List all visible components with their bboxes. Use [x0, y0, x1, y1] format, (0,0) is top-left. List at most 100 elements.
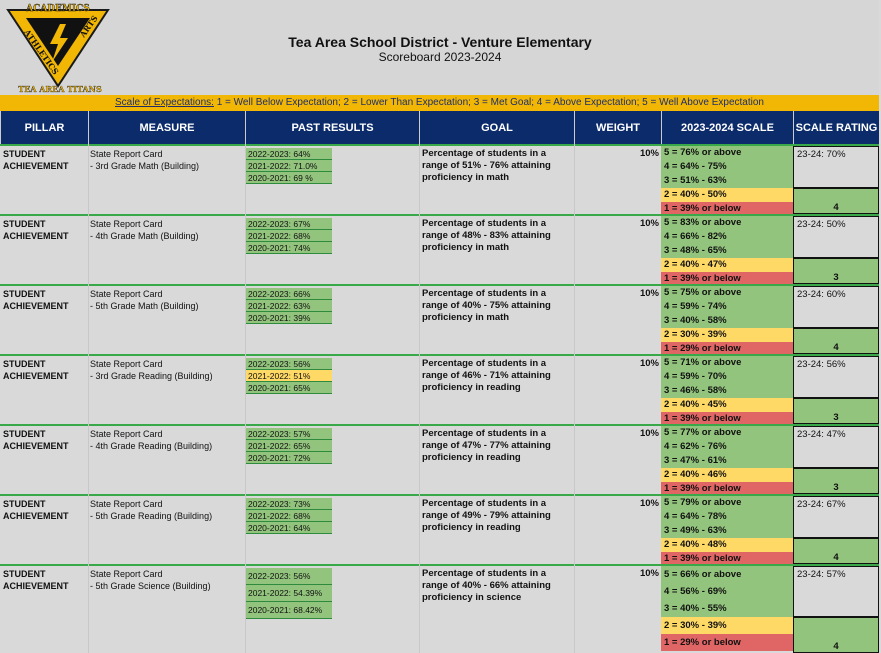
scale-level: 2 = 30% - 39%: [661, 617, 793, 634]
table-row: STUDENT ACHIEVEMENT State Report Card - 4th…: [0, 214, 879, 286]
measure-text: - 4th Grade Reading (Building): [90, 441, 213, 451]
weight-value: 10%: [639, 218, 659, 229]
header-area: ACADEMICS ATHLETICS ARTS TEA AREA TITANS…: [0, 0, 879, 95]
scale-result: 23-24: 50%: [793, 216, 879, 258]
table-row: STUDENT ACHIEVEMENT State Report Card - 5th…: [0, 284, 879, 356]
school-logo: ACADEMICS ATHLETICS ARTS TEA AREA TITANS: [6, 4, 110, 94]
pillar-text: ACHIEVEMENT: [3, 581, 69, 591]
col-scale: 2023-2024 SCALE: [661, 111, 793, 144]
scale-level: 3 = 40% - 58%: [661, 314, 793, 328]
scale-text: 1 = Well Below Expectation; 2 = Lower Th…: [213, 97, 764, 108]
scale-level: 5 = 66% or above: [661, 566, 793, 583]
measure-text: - 4th Grade Math (Building): [90, 231, 199, 241]
weight-value: 10%: [639, 288, 659, 299]
scale-level: 2 = 40% - 48%: [661, 538, 793, 552]
scale-level: 3 = 49% - 63%: [661, 524, 793, 538]
pillar-cell: STUDENT ACHIEVEMENT: [3, 148, 69, 172]
scale-level: 5 = 75% or above: [661, 286, 793, 300]
pillar-text: ACHIEVEMENT: [3, 301, 69, 311]
past-result: 2020-2021: 39%: [245, 312, 332, 324]
pillar-text: ACHIEVEMENT: [3, 371, 69, 381]
measure-text: - 5th Grade Reading (Building): [90, 511, 213, 521]
table-row: STUDENT ACHIEVEMENT State Report Card - 5th…: [0, 564, 879, 653]
measure-text: State Report Card: [90, 149, 163, 159]
pillar-cell: STUDENT ACHIEVEMENT: [3, 358, 69, 382]
measure-text: - 5th Grade Science (Building): [90, 581, 211, 591]
pillar-text: ACHIEVEMENT: [3, 161, 69, 171]
measure-text: State Report Card: [90, 499, 163, 509]
measure-cell: State Report Card - 5th Grade Math (Build…: [90, 288, 199, 312]
pillar-text: ACHIEVEMENT: [3, 231, 69, 241]
pillar-text: STUDENT: [3, 219, 46, 229]
past-result: 2021-2022: 65%: [245, 440, 332, 452]
scale-rating: 4: [793, 538, 879, 564]
scale-level: 2 = 40% - 45%: [661, 398, 793, 412]
scale-level: 2 = 40% - 46%: [661, 468, 793, 482]
scale-rating: 4: [793, 617, 879, 653]
scale-level: 4 = 56% - 69%: [661, 583, 793, 600]
scale-result: 23-24: 67%: [793, 496, 879, 538]
goal-text: Percentage of students in a range of 40%…: [422, 568, 551, 603]
past-result: 2022-2023: 57%: [245, 428, 332, 440]
pillar-text: STUDENT: [3, 149, 46, 159]
past-result: 2021-2022: 51%: [245, 370, 332, 382]
table-row: STUDENT ACHIEVEMENT State Report Card - 3rd…: [0, 354, 879, 426]
pillar-text: STUDENT: [3, 429, 46, 439]
measure-cell: State Report Card - 5th Grade Reading (Bu…: [90, 498, 212, 522]
scale-level: 1 = 39% or below: [661, 272, 793, 286]
divider: [419, 144, 420, 653]
past-result: 2020-2021: 65%: [245, 382, 332, 394]
past-result: 2021-2022: 71.0%: [245, 160, 332, 172]
scale-level: 3 = 47% - 61%: [661, 454, 793, 468]
page-title: Tea Area School District - Venture Eleme…: [288, 34, 592, 50]
scale-level: 2 = 30% - 39%: [661, 328, 793, 342]
weight-value: 10%: [639, 428, 659, 439]
scale-level: 5 = 77% or above: [661, 426, 793, 440]
col-pillar: PILLAR: [0, 111, 88, 144]
table-row: STUDENT ACHIEVEMENT State Report Card - 4th…: [0, 424, 879, 496]
scale-level: 4 = 64% - 78%: [661, 510, 793, 524]
table-row: STUDENT ACHIEVEMENT State Report Card - 3rd…: [0, 144, 879, 216]
scale-rating: 4: [793, 328, 879, 354]
col-goal: GOAL: [419, 111, 574, 144]
scale-level: 4 = 64% - 75%: [661, 160, 793, 174]
past-result: 2022-2023: 66%: [245, 288, 332, 300]
measure-cell: State Report Card - 4th Grade Reading (Bu…: [90, 428, 212, 452]
scale-result: 23-24: 56%: [793, 356, 879, 398]
scale-level: 4 = 62% - 76%: [661, 440, 793, 454]
measure-text: State Report Card: [90, 429, 163, 439]
past-result: 2020-2021: 68.42%: [245, 602, 332, 619]
past-result: 2021-2022: 68%: [245, 510, 332, 522]
scale-rating: 3: [793, 468, 879, 494]
scale-rating: 3: [793, 258, 879, 284]
past-result: 2021-2022: 63%: [245, 300, 332, 312]
scale-level: 5 = 76% or above: [661, 146, 793, 160]
past-result: 2022-2023: 64%: [245, 148, 332, 160]
pillar-cell: STUDENT ACHIEVEMENT: [3, 218, 69, 242]
col-measure: MEASURE: [88, 111, 245, 144]
scale-level: 1 = 39% or below: [661, 202, 793, 216]
scale-level: 3 = 48% - 65%: [661, 244, 793, 258]
logo-bottom-text: TEA AREA TITANS: [18, 84, 102, 94]
pillar-cell: STUDENT ACHIEVEMENT: [3, 498, 69, 522]
scale-level: 4 = 59% - 70%: [661, 370, 793, 384]
divider: [245, 144, 246, 653]
scale-level: 5 = 83% or above: [661, 216, 793, 230]
scale-level: 1 = 29% or below: [661, 342, 793, 356]
scale-result: 23-24: 57%: [793, 566, 879, 617]
scale-rating: 3: [793, 398, 879, 424]
scale-result: 23-24: 60%: [793, 286, 879, 328]
pillar-cell: STUDENT ACHIEVEMENT: [3, 568, 69, 592]
measure-text: State Report Card: [90, 289, 163, 299]
scale-level: 5 = 79% or above: [661, 496, 793, 510]
scale-level: 5 = 71% or above: [661, 356, 793, 370]
past-result: 2021-2022: 54.39%: [245, 585, 332, 602]
pillar-text: ACHIEVEMENT: [3, 511, 69, 521]
past-result: 2022-2023: 56%: [245, 568, 332, 585]
past-result: 2022-2023: 56%: [245, 358, 332, 370]
weight-value: 10%: [639, 148, 659, 159]
scale-level: 1 = 39% or below: [661, 482, 793, 496]
pillar-text: STUDENT: [3, 289, 46, 299]
measure-text: - 5th Grade Math (Building): [90, 301, 199, 311]
scale-level: 2 = 40% - 50%: [661, 188, 793, 202]
